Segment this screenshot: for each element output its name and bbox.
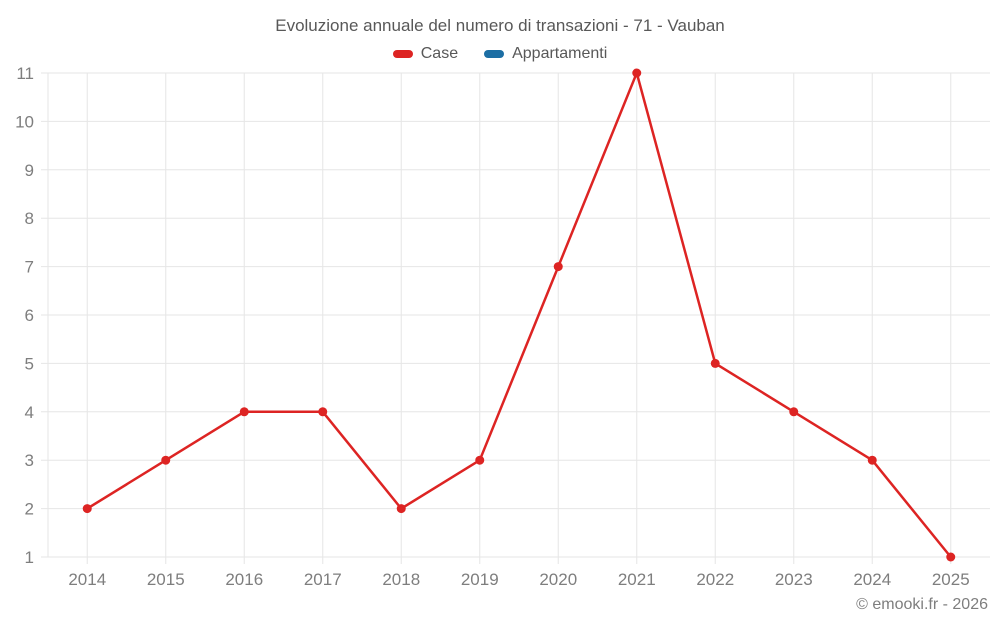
chart-legend: Case Appartamenti xyxy=(0,45,1000,63)
chart-title: Evoluzione annuale del numero di transaz… xyxy=(275,16,725,35)
y-axis-tick-label: 7 xyxy=(25,258,34,277)
y-axis-tick-label: 8 xyxy=(25,209,34,228)
legend-label-appartamenti: Appartamenti xyxy=(512,45,608,62)
data-point-2025[interactable] xyxy=(946,552,956,562)
y-axis-tick-label: 1 xyxy=(25,548,34,567)
data-point-2024[interactable] xyxy=(867,455,877,465)
appartamenti-series-swatch-icon xyxy=(484,50,505,58)
data-point-2023[interactable] xyxy=(789,407,799,417)
data-point-2015[interactable] xyxy=(161,455,171,465)
y-axis-tick-label: 5 xyxy=(25,354,34,373)
legend-label-case: Case xyxy=(420,45,459,62)
data-point-2014[interactable] xyxy=(82,504,92,514)
x-axis-tick-label: 2015 xyxy=(147,570,185,589)
data-point-2019[interactable] xyxy=(475,455,485,465)
data-point-2016[interactable] xyxy=(239,407,249,417)
y-axis-tick-label: 4 xyxy=(25,403,34,422)
y-axis-tick-label: 11 xyxy=(16,64,34,83)
x-axis-tick-label: 2024 xyxy=(853,570,891,589)
y-axis-tick-label: 9 xyxy=(25,161,34,180)
copyright-text: © emooki.fr - 2026 xyxy=(856,596,988,613)
x-axis-tick-label: 2022 xyxy=(696,570,734,589)
legend-item-case[interactable]: Case xyxy=(392,45,459,63)
data-point-2018[interactable] xyxy=(396,504,406,514)
y-axis-tick-label: 10 xyxy=(15,112,34,131)
y-axis-tick-label: 2 xyxy=(25,500,34,519)
x-axis-tick-label: 2019 xyxy=(461,570,499,589)
y-axis-tick-label: 3 xyxy=(25,451,34,470)
x-axis-tick-label: 2014 xyxy=(68,570,106,589)
data-point-2020[interactable] xyxy=(553,262,563,272)
data-point-2017[interactable] xyxy=(318,407,328,417)
series-line-case xyxy=(86,71,952,559)
x-axis-tick-label: 2021 xyxy=(618,570,656,589)
x-axis-tick-label: 2017 xyxy=(304,570,342,589)
x-axis-tick-label: 2016 xyxy=(225,570,263,589)
x-axis-tick-label: 2020 xyxy=(539,570,577,589)
x-axis-tick-label: 2023 xyxy=(775,570,813,589)
data-point-2021[interactable] xyxy=(632,68,642,78)
x-axis-tick-label: 2025 xyxy=(932,570,970,589)
x-axis-tick-label: 2018 xyxy=(382,570,420,589)
y-axis-tick-label: 6 xyxy=(25,306,34,325)
case-series-swatch-icon xyxy=(392,50,413,58)
legend-item-appartamenti[interactable]: Appartamenti xyxy=(484,45,607,63)
data-point-2022[interactable] xyxy=(710,358,720,368)
